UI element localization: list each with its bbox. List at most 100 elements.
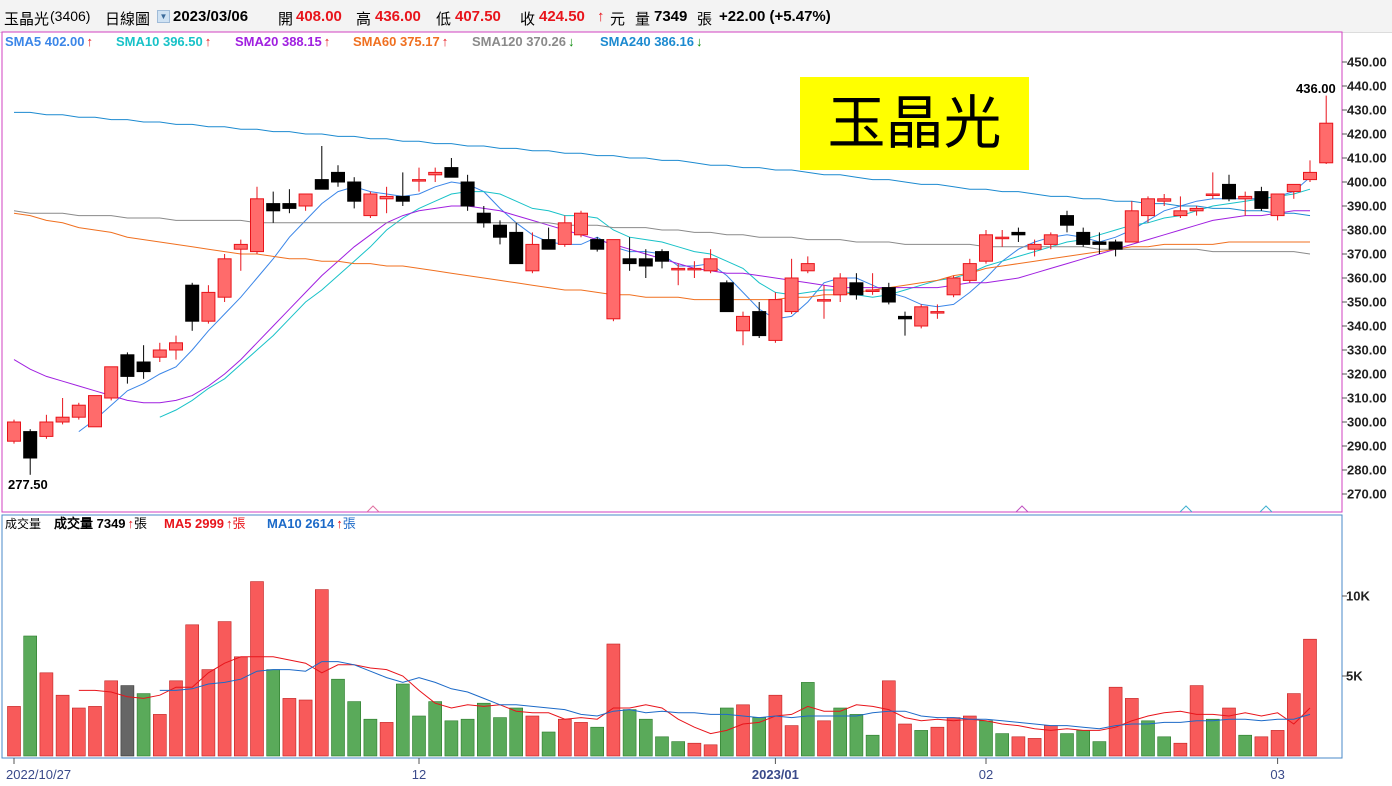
volume-bar[interactable]: [1206, 718, 1220, 757]
volume-bar[interactable]: [1060, 733, 1074, 757]
candle[interactable]: [1270, 193, 1285, 221]
candle[interactable]: [1205, 172, 1220, 199]
candle[interactable]: [493, 220, 507, 245]
volume-bar[interactable]: [1027, 738, 1042, 757]
candle[interactable]: [1076, 227, 1091, 247]
volume-bar[interactable]: [752, 717, 767, 757]
candle[interactable]: [444, 158, 459, 178]
volume-bar[interactable]: [428, 701, 443, 757]
candle[interactable]: [412, 167, 426, 192]
volume-bar[interactable]: [444, 720, 459, 757]
candle[interactable]: [1189, 206, 1204, 216]
volume-bar[interactable]: [849, 714, 864, 757]
volume-bar[interactable]: [881, 680, 896, 757]
candle[interactable]: [1060, 210, 1074, 233]
candle[interactable]: [833, 273, 848, 302]
volume-bar[interactable]: [412, 715, 426, 757]
volume-bar[interactable]: [347, 701, 362, 757]
volume-bar[interactable]: [120, 685, 135, 757]
candle[interactable]: [557, 215, 572, 247]
candle[interactable]: [1027, 239, 1042, 257]
candle[interactable]: [282, 189, 297, 214]
candle[interactable]: [55, 398, 70, 425]
candle[interactable]: [331, 165, 345, 187]
volume-bar[interactable]: [622, 709, 637, 757]
candle[interactable]: [7, 419, 21, 444]
candle[interactable]: [1108, 239, 1123, 257]
volume-bar[interactable]: [914, 730, 929, 757]
candle[interactable]: [671, 263, 686, 286]
volume-bar[interactable]: [930, 726, 945, 757]
candle[interactable]: [979, 230, 993, 264]
volume-bar[interactable]: [331, 678, 345, 757]
candle[interactable]: [1157, 194, 1172, 206]
volume-bar[interactable]: [153, 714, 167, 757]
candle[interactable]: [1303, 160, 1317, 182]
volume-bar[interactable]: [655, 736, 669, 757]
candle[interactable]: [574, 210, 588, 238]
volume-bar[interactable]: [1303, 638, 1317, 757]
volume-bar[interactable]: [995, 733, 1010, 757]
volume-bar[interactable]: [525, 715, 540, 757]
candle[interactable]: [1124, 201, 1139, 243]
volume-bar[interactable]: [736, 704, 750, 757]
candle[interactable]: [622, 237, 637, 271]
candle[interactable]: [1238, 191, 1253, 216]
volume-bar[interactable]: [217, 621, 232, 757]
candle[interactable]: [88, 395, 102, 428]
candle[interactable]: [363, 191, 378, 218]
volume-bar[interactable]: [1092, 741, 1107, 757]
period-label[interactable]: 日線圖: [105, 11, 151, 28]
volume-bar[interactable]: [23, 635, 38, 757]
volume-bar[interactable]: [363, 718, 378, 757]
event-marker[interactable]: [366, 505, 380, 513]
volume-bar[interactable]: [169, 680, 183, 757]
volume-bar[interactable]: [39, 672, 54, 757]
volume-bar[interactable]: [460, 718, 475, 757]
volume-bar[interactable]: [557, 718, 572, 757]
volume-bar[interactable]: [379, 722, 394, 757]
volume-bar[interactable]: [88, 706, 102, 757]
volume-bar[interactable]: [800, 682, 815, 757]
volume-bar[interactable]: [768, 694, 783, 757]
candle[interactable]: [703, 249, 718, 274]
volume-bar[interactable]: [1270, 730, 1285, 757]
volume-bar[interactable]: [7, 706, 21, 757]
event-marker[interactable]: [1259, 505, 1273, 513]
candle[interactable]: [1141, 196, 1155, 223]
volume-bar[interactable]: [509, 707, 524, 757]
candle[interactable]: [120, 352, 135, 384]
candle[interactable]: [849, 273, 864, 300]
candle[interactable]: [1286, 183, 1301, 199]
candle[interactable]: [541, 227, 556, 250]
volume-bar[interactable]: [979, 720, 993, 757]
candle[interactable]: [1254, 186, 1269, 211]
volume-bar[interactable]: [865, 734, 880, 757]
volume-bar[interactable]: [817, 720, 831, 757]
volume-bar[interactable]: [590, 726, 605, 757]
period-dropdown-icon[interactable]: ▼: [157, 10, 170, 23]
candle[interactable]: [687, 261, 702, 278]
volume-bar[interactable]: [55, 694, 70, 757]
candle[interactable]: [1222, 174, 1236, 202]
candle[interactable]: [784, 258, 799, 314]
volume-bar[interactable]: [266, 669, 281, 757]
candle[interactable]: [39, 414, 54, 439]
volume-bar[interactable]: [946, 717, 961, 757]
candle[interactable]: [23, 429, 38, 475]
volume-bar[interactable]: [1157, 736, 1171, 757]
candle[interactable]: [460, 174, 475, 211]
volume-bar[interactable]: [201, 669, 216, 757]
volume-bar[interactable]: [1011, 736, 1026, 757]
candle[interactable]: [914, 304, 929, 329]
candle[interactable]: [962, 258, 977, 283]
candle[interactable]: [395, 172, 410, 206]
volume-bar[interactable]: [282, 698, 297, 757]
candle[interactable]: [379, 186, 394, 214]
volume-bar[interactable]: [898, 723, 912, 757]
volume-bar[interactable]: [1076, 730, 1090, 757]
volume-bar[interactable]: [493, 717, 507, 757]
volume-bar[interactable]: [1141, 720, 1155, 757]
volume-bar[interactable]: [687, 742, 702, 757]
volume-bar[interactable]: [72, 707, 86, 757]
